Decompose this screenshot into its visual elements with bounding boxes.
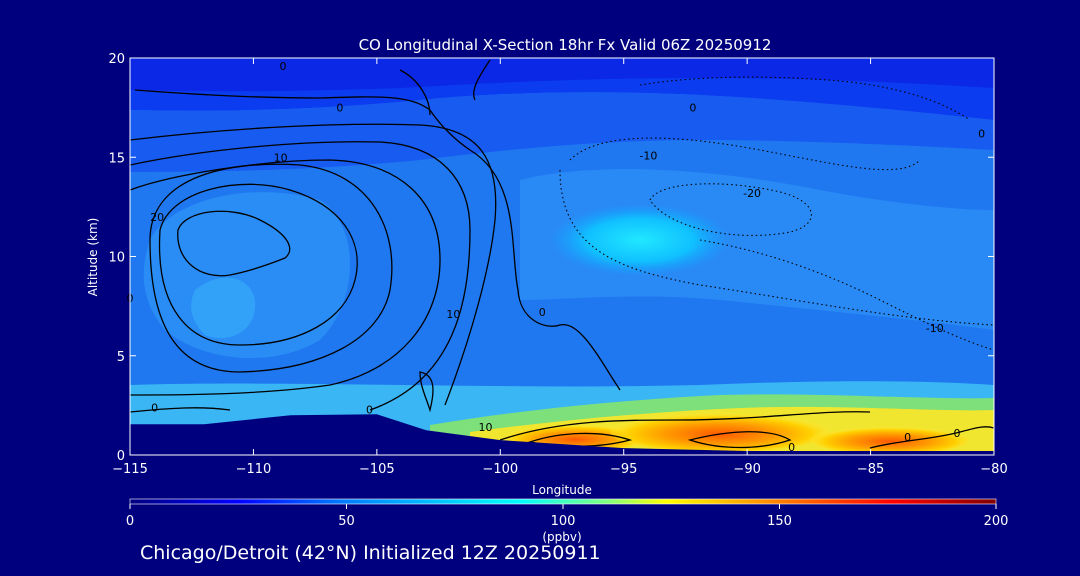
x-tick-label: −80	[980, 462, 1007, 477]
colorbar-tick-label: 0	[126, 514, 134, 529]
contour-label: 0	[953, 427, 960, 440]
contour-label: 20	[150, 211, 164, 224]
contour-label: 10	[446, 308, 460, 321]
contour-label: 10	[478, 421, 492, 434]
colorbar: 0 50 100 150 200 (ppbv)	[126, 498, 1009, 544]
contour-label: 0	[978, 127, 985, 140]
positive-contours	[130, 59, 994, 449]
contour-label: 10	[274, 151, 288, 164]
y-tick-label: 15	[108, 151, 125, 166]
concentration-field	[130, 58, 994, 455]
contour-label: 0	[336, 102, 343, 115]
y-tick-label: 0	[117, 449, 125, 464]
colorbar-tick-label: 50	[338, 514, 355, 529]
contour-label: 0	[689, 102, 696, 115]
x-tick-label: −105	[359, 462, 395, 477]
y-tick-label: 20	[108, 52, 125, 67]
x-tick-label: −110	[236, 462, 272, 477]
x-tick-label: −85	[857, 462, 884, 477]
x-tick-label: −115	[112, 462, 148, 477]
colorbar-ramp	[129, 498, 997, 505]
x-axis-label: Longitude	[532, 483, 592, 497]
contour-label: -10	[926, 322, 944, 335]
colorbar-tick-label: 100	[551, 514, 576, 529]
contour-label: 0	[539, 306, 546, 319]
chart-title: CO Longitudinal X-Section 18hr Fx Valid …	[359, 36, 772, 54]
colorbar-unit-label: (ppbv)	[542, 530, 581, 544]
x-tick-label: −90	[733, 462, 760, 477]
x-tick-label: −95	[610, 462, 637, 477]
contour-label: 0	[904, 431, 911, 444]
contour-label: 0	[788, 441, 795, 454]
contour-label: -20	[743, 187, 761, 200]
init-info-caption: Chicago/Detroit (42°N) Initialized 12Z 2…	[140, 542, 601, 564]
colorbar-tick-label: 150	[767, 514, 792, 529]
x-tick-label: −100	[482, 462, 518, 477]
contour-label: 0	[366, 403, 373, 416]
contour-label: 0	[280, 60, 287, 73]
colorbar-tick-label: 200	[984, 514, 1009, 529]
y-tick-label: 10	[108, 251, 125, 266]
terrain	[130, 414, 994, 455]
y-axis-label: Altitude (km)	[86, 218, 100, 297]
y-tick-label: 5	[117, 350, 125, 365]
x-axis: −115 −110 −105 −100 −95 −90 −85 −80	[112, 58, 1008, 477]
y-axis: 0 5 10 15 20	[108, 52, 994, 464]
contour-label: 0	[151, 401, 158, 414]
colorbar-ticks: 0 50 100 150 200	[126, 504, 1009, 529]
negative-contours	[559, 76, 994, 351]
contour-label: -10	[639, 149, 657, 162]
